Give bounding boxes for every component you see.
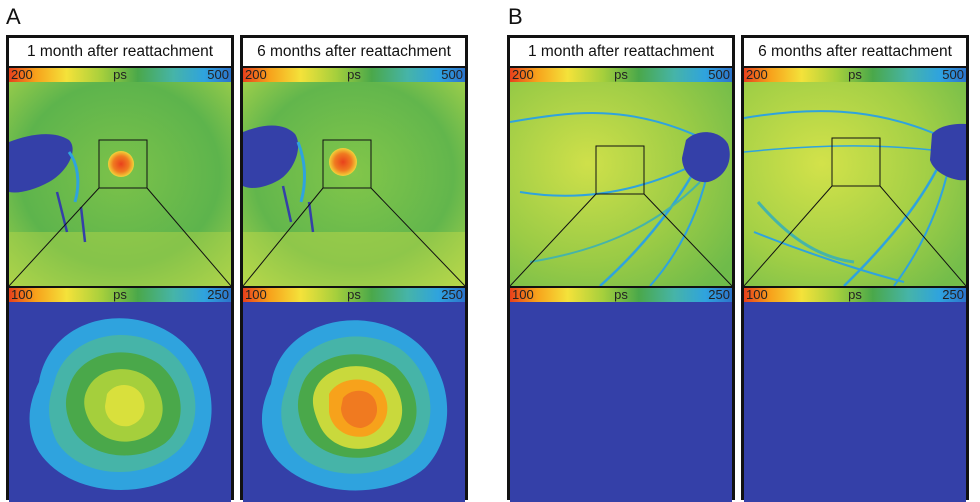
- separator: [744, 286, 966, 288]
- scale-unit-label: ps: [848, 287, 862, 302]
- scale-max-label: 500: [708, 67, 730, 82]
- panel-title: 6 months after reattachment: [243, 38, 465, 68]
- scale-min-label: 100: [512, 287, 534, 302]
- macula-detail-image: [9, 302, 231, 502]
- color-scale-bar-bottom: 100 ps 250: [510, 288, 732, 302]
- panel-title: 1 month after reattachment: [9, 38, 231, 68]
- section-label-a: A: [6, 4, 21, 29]
- scale-min-label: 100: [245, 287, 267, 302]
- scale-max-label: 500: [441, 67, 463, 82]
- panel-a-6-months: 6 months after reattachment 200 ps 500: [240, 35, 468, 502]
- scale-max-label: 250: [441, 287, 463, 302]
- retardation-map-image: [243, 82, 465, 286]
- panel-b-6-months: 6 months after reattachment 200 ps 500: [741, 35, 969, 502]
- scale-unit-label: ps: [347, 287, 361, 302]
- section-label-b: B: [508, 4, 523, 29]
- color-scale-bar-top: 200 ps 500: [243, 68, 465, 82]
- separator: [510, 286, 732, 288]
- scale-unit-label: ps: [614, 287, 628, 302]
- color-scale-bar-top: 200 ps 500: [744, 68, 966, 82]
- color-scale-bar-top: 200 ps 500: [9, 68, 231, 82]
- macula-detail-image: [243, 302, 465, 502]
- color-scale-bar-bottom: 100 ps 250: [744, 288, 966, 302]
- color-scale-bar-top: 200 ps 500: [510, 68, 732, 82]
- scale-min-label: 100: [746, 287, 768, 302]
- scale-unit-label: ps: [614, 67, 628, 82]
- color-scale-bar-bottom: 100 ps 250: [243, 288, 465, 302]
- scale-min-label: 200: [746, 67, 768, 82]
- separator: [243, 286, 465, 288]
- retardation-map-image: [9, 82, 231, 286]
- scale-min-label: 200: [512, 67, 534, 82]
- scale-unit-label: ps: [848, 67, 862, 82]
- scale-unit-label: ps: [113, 287, 127, 302]
- scale-unit-label: ps: [347, 67, 361, 82]
- panel-title: 1 month after reattachment: [510, 38, 732, 68]
- scale-max-label: 500: [207, 67, 229, 82]
- panel-title: 6 months after reattachment: [744, 38, 966, 68]
- separator: [9, 286, 231, 288]
- scale-max-label: 250: [207, 287, 229, 302]
- scale-min-label: 100: [11, 287, 33, 302]
- macula-detail-image: [744, 302, 966, 502]
- macula-detail-image: [510, 302, 732, 502]
- color-scale-bar-bottom: 100 ps 250: [9, 288, 231, 302]
- scale-max-label: 250: [708, 287, 730, 302]
- scale-min-label: 200: [245, 67, 267, 82]
- scale-min-label: 200: [11, 67, 33, 82]
- retardation-map-image: [510, 82, 732, 286]
- scale-max-label: 500: [942, 67, 964, 82]
- scale-max-label: 250: [942, 287, 964, 302]
- scale-unit-label: ps: [113, 67, 127, 82]
- panel-a-1-month: 1 month after reattachment 200 ps 500: [6, 35, 234, 502]
- retardation-map-image: [744, 82, 966, 286]
- panel-b-1-month: 1 month after reattachment 200 ps 500: [507, 35, 735, 502]
